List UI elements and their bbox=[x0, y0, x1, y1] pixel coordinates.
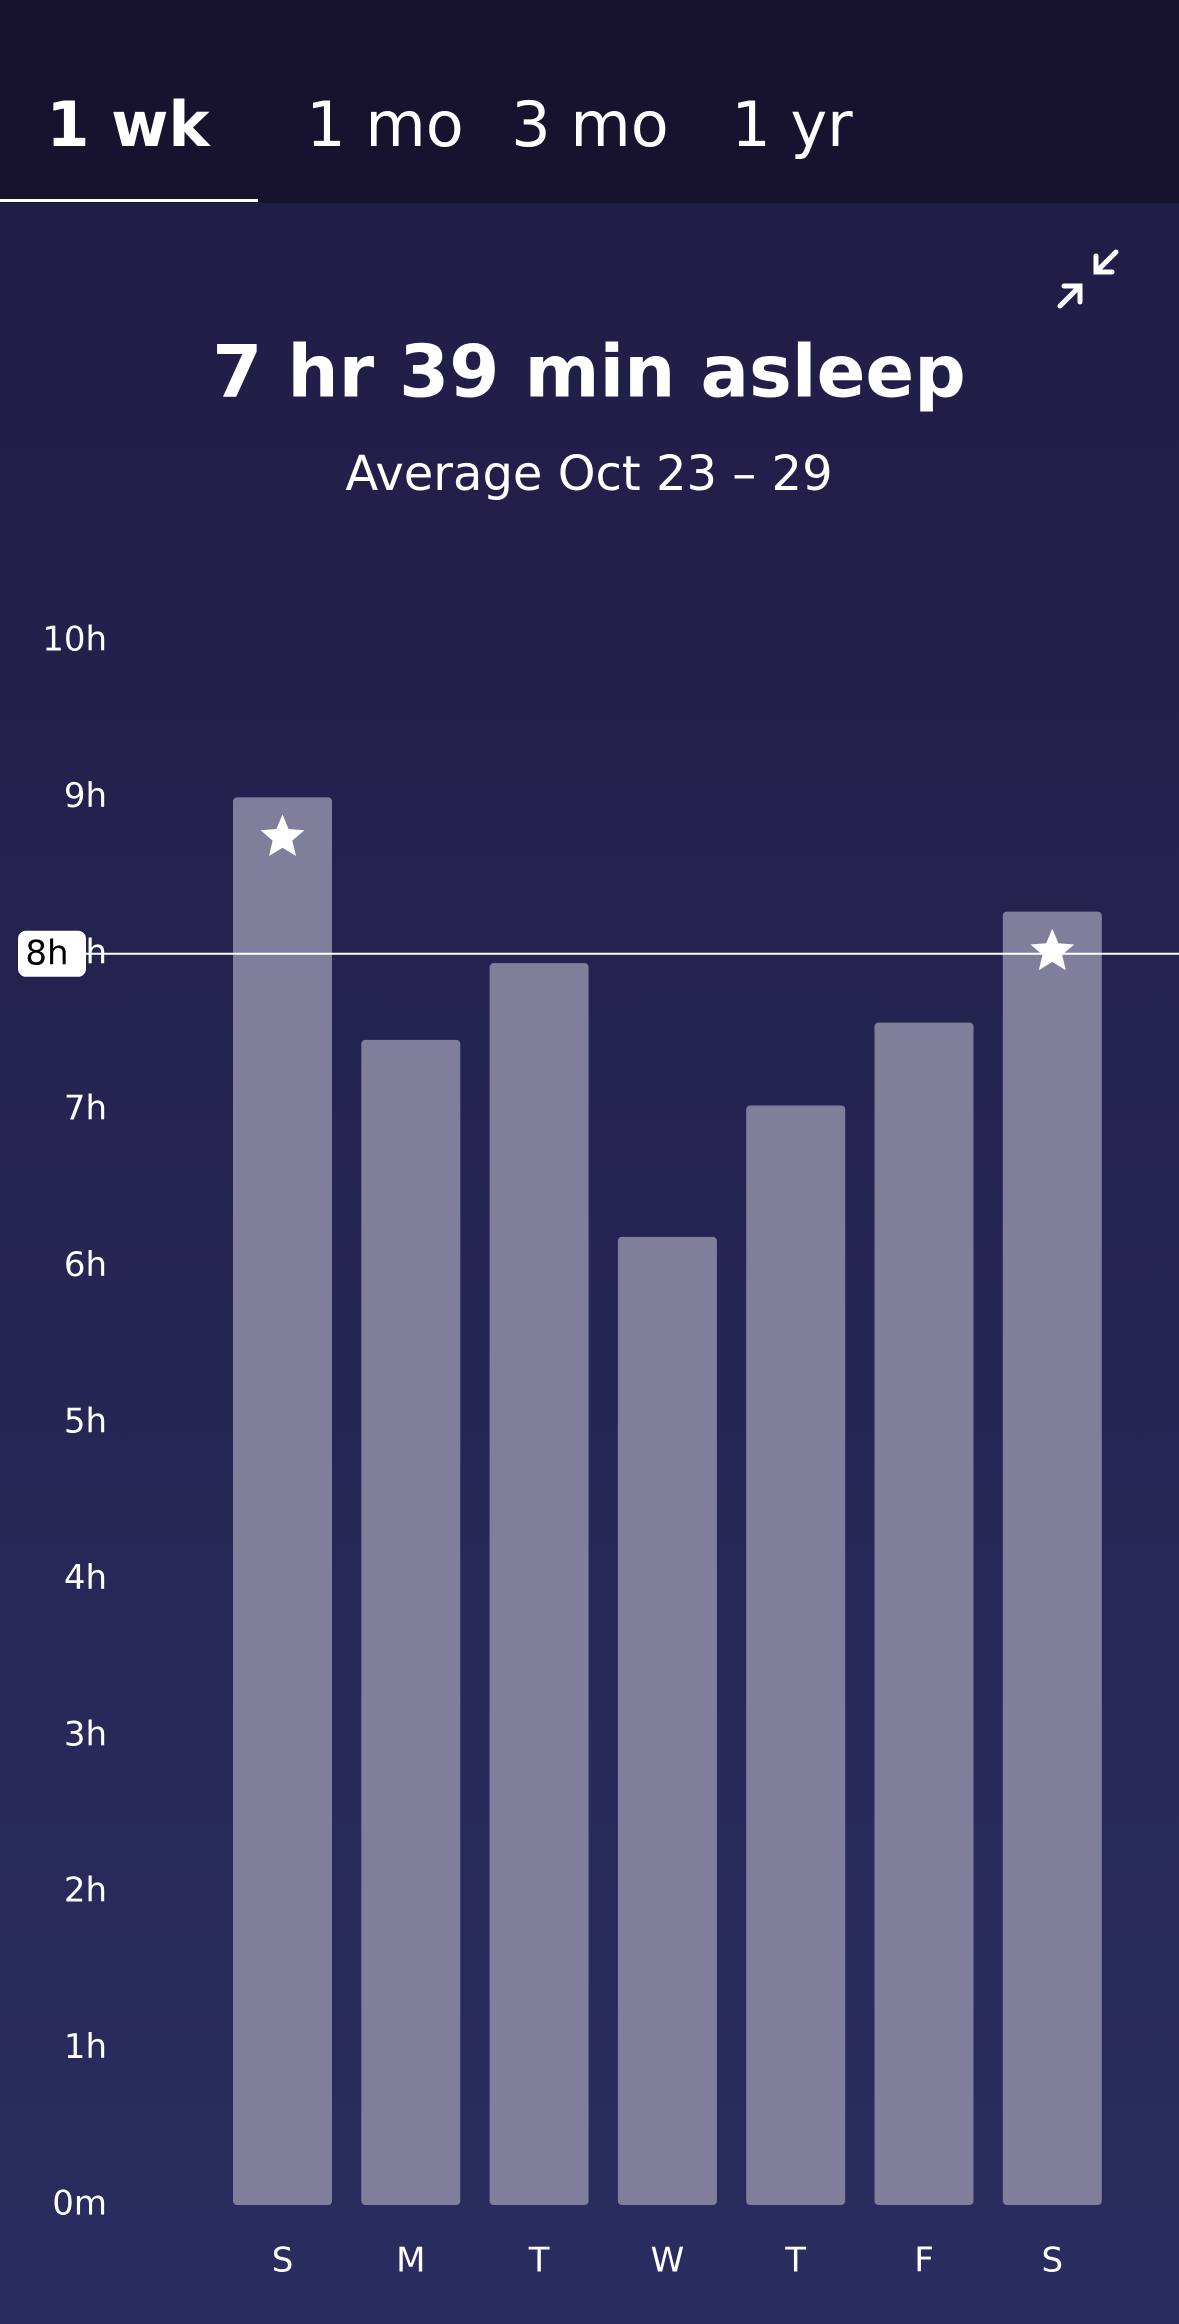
x-tick-label: S bbox=[1042, 2241, 1064, 2281]
collapse-icon[interactable] bbox=[1057, 249, 1119, 309]
y-tick-label: 1h bbox=[64, 2027, 107, 2067]
x-tick-label: F bbox=[914, 2241, 934, 2281]
tab-underline bbox=[0, 199, 258, 202]
y-tick-label: 4h bbox=[64, 1558, 107, 1598]
x-tick-label: M bbox=[396, 2241, 425, 2281]
y-tick-label: 0m bbox=[52, 2184, 107, 2224]
goal-star bbox=[1030, 928, 1075, 971]
bar bbox=[489, 963, 589, 2205]
tab[interactable]: 1 mo bbox=[306, 88, 463, 161]
y-tick-label: 10h bbox=[42, 620, 107, 660]
chart-subtitle: Average Oct 23 – 29 bbox=[345, 446, 832, 502]
y-tick-label: 6h bbox=[64, 1245, 107, 1285]
goal-label-box bbox=[18, 930, 86, 977]
x-tick-label: T bbox=[784, 2241, 806, 2281]
x-tick-label: S bbox=[272, 2241, 294, 2281]
y-tick-label: 2h bbox=[64, 1871, 107, 1911]
bar bbox=[617, 1236, 717, 2205]
bar bbox=[874, 1022, 974, 2206]
goal-label: 8h bbox=[25, 933, 68, 973]
tab[interactable]: 1 yr bbox=[731, 88, 853, 161]
x-tick-label: T bbox=[528, 2241, 550, 2281]
bar bbox=[1002, 911, 1102, 2205]
tab[interactable]: 3 mo bbox=[511, 88, 668, 161]
x-tick-label: W bbox=[651, 2241, 685, 2281]
tab[interactable]: 1 wk bbox=[46, 88, 211, 161]
tab-bar bbox=[0, 0, 1179, 203]
bar bbox=[233, 797, 332, 2205]
y-tick-label: 7h bbox=[64, 1089, 107, 1129]
y-tick-label: 5h bbox=[64, 1402, 107, 1442]
bar bbox=[746, 1105, 846, 2205]
bar bbox=[361, 1039, 461, 2205]
y-tick-label: 3h bbox=[64, 1714, 107, 1754]
y-tick-label: 9h bbox=[64, 776, 107, 816]
goal-star bbox=[260, 814, 305, 856]
chart-title: 7 hr 39 min asleep bbox=[212, 330, 966, 414]
